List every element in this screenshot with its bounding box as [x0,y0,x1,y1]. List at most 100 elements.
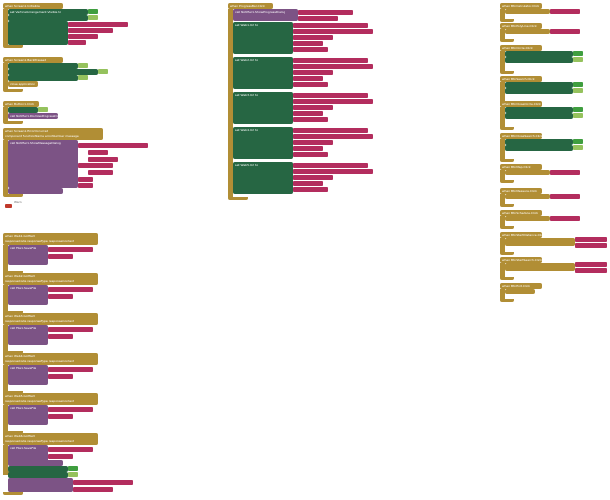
save-file-call[interactable]: call File1.SaveFile [8,245,48,265]
bool-chip[interactable] [88,9,98,14]
screen-name-chip[interactable] [550,216,580,221]
set-block[interactable] [8,107,38,113]
set-url-block[interactable]: set Web5.Url to [233,162,293,194]
set-block[interactable] [505,113,573,119]
event-block-button-click[interactable]: when BtnSchedule.Click [500,210,542,216]
url-chip[interactable] [293,58,368,63]
get-response-chip[interactable] [48,367,93,372]
url-chip[interactable] [293,111,323,116]
open-screen-block[interactable] [505,194,550,199]
set-block[interactable] [8,21,68,45]
save-file-call[interactable]: call File1.SaveFile [8,285,48,305]
save-file-call[interactable]: call File1.SaveFile [8,365,48,385]
bool-chip[interactable] [573,107,583,112]
url-chip[interactable] [293,134,373,139]
save-file-call[interactable]: call File1.SaveFile [8,325,48,345]
url-chip[interactable] [293,181,323,186]
set-block[interactable] [505,88,573,94]
event-block-button-click[interactable]: when BtnCalculator.Click [500,3,542,9]
set-block[interactable] [8,63,78,69]
filename-chip[interactable] [48,294,73,299]
string-chip[interactable] [78,163,113,168]
screen-name-chip[interactable] [550,29,580,34]
string-chip[interactable] [298,10,353,15]
event-block-progressbar[interactable]: when ProgressBar.Click [228,3,273,9]
url-chip[interactable] [293,35,333,40]
filename-chip[interactable] [48,374,73,379]
url-chip[interactable] [293,29,373,34]
string-chip[interactable] [78,183,93,188]
url-chip[interactable] [293,128,368,133]
filename-chip[interactable] [48,454,73,459]
event-block-button-click[interactable]: when BtnPolyLine.Click [500,23,542,29]
string-chip[interactable] [68,40,86,45]
event-block-backpressed[interactable]: when Screen1.BackPressed [3,57,63,63]
bool-chip[interactable] [573,113,583,118]
set-block[interactable]: set VerticalArrangement.Visible to [8,9,88,15]
url-chip[interactable] [293,93,368,98]
string-chip[interactable] [73,487,113,492]
set-block[interactable] [505,145,573,151]
open-screen-block[interactable] [505,9,550,14]
url-chip[interactable] [293,175,333,180]
set-block[interactable] [8,15,88,21]
set-url-block[interactable]: set Web2.Url to [233,57,293,89]
url-chip[interactable] [293,82,328,87]
show-message-call[interactable] [8,478,73,492]
url-chip[interactable] [293,99,373,104]
bool-chip[interactable] [573,139,583,144]
url-chip[interactable] [293,117,328,122]
event-block-web-gottext[interactable]: when Web6.GotText responseCode responseT… [3,433,98,445]
set-block[interactable] [505,51,573,57]
screen-name-chip[interactable] [575,262,607,267]
string-chip[interactable] [73,480,133,485]
bool-chip[interactable] [68,472,78,477]
dismiss-progress-call[interactable] [8,188,63,194]
url-chip[interactable] [293,70,333,75]
bool-chip[interactable] [38,107,48,112]
event-block-button-click[interactable]: when BtnSearch.Click [500,76,542,82]
open-screen-block[interactable] [505,263,575,271]
url-chip[interactable] [293,76,323,81]
event-block-button-click[interactable]: when BtnMap.Click [500,164,542,170]
string-chip[interactable] [88,150,108,155]
event-block-button-click[interactable]: when BtnStartDistance.Click [500,232,545,238]
event-block-button-click[interactable]: when BtnMeasure.Click [500,188,542,194]
url-chip[interactable] [293,146,323,151]
set-block[interactable] [8,466,68,472]
url-chip[interactable] [293,187,328,192]
url-chip[interactable] [293,41,323,46]
dismiss-progress-call[interactable] [8,460,63,466]
open-screen-block[interactable] [505,29,550,34]
bool-chip[interactable] [68,466,78,471]
event-block-button-click[interactable]: when BtnCircle.Click [500,45,542,51]
set-url-block[interactable]: set Web1.Url to [233,22,293,54]
set-block[interactable] [505,82,573,88]
close-application-block[interactable]: close application [8,81,38,87]
url-chip[interactable] [293,47,328,52]
bool-chip[interactable] [573,82,583,87]
event-block-web-gottext[interactable]: when Web2.GotText responseCode responseT… [3,273,98,285]
event-block-web-gottext[interactable]: when Web1.GotText responseCode responseT… [3,233,98,245]
bool-chip[interactable] [573,145,583,150]
string-chip[interactable] [68,28,113,33]
url-chip[interactable] [293,23,368,28]
start-value-chip[interactable] [575,268,607,273]
url-chip[interactable] [293,169,373,174]
set-url-block[interactable]: set Web3.Url to [233,92,293,124]
screen-name-chip[interactable] [575,237,607,242]
bool-chip[interactable] [573,57,583,62]
open-screen-block[interactable] [505,238,575,246]
string-chip[interactable] [88,157,118,162]
get-response-chip[interactable] [48,447,93,452]
event-block-button-click[interactable]: when BtnCloseCircle.Click [500,101,542,107]
warning-indicator-icon[interactable] [5,204,12,208]
screen-name-chip[interactable] [550,170,580,175]
get-response-chip[interactable] [48,327,93,332]
string-chip[interactable] [68,34,98,39]
string-chip[interactable] [298,16,338,21]
event-block-web-gottext[interactable]: when Web3.GotText responseCode responseT… [3,313,98,325]
string-chip[interactable] [68,22,128,27]
get-response-chip[interactable] [48,247,93,252]
set-block[interactable] [8,75,78,81]
